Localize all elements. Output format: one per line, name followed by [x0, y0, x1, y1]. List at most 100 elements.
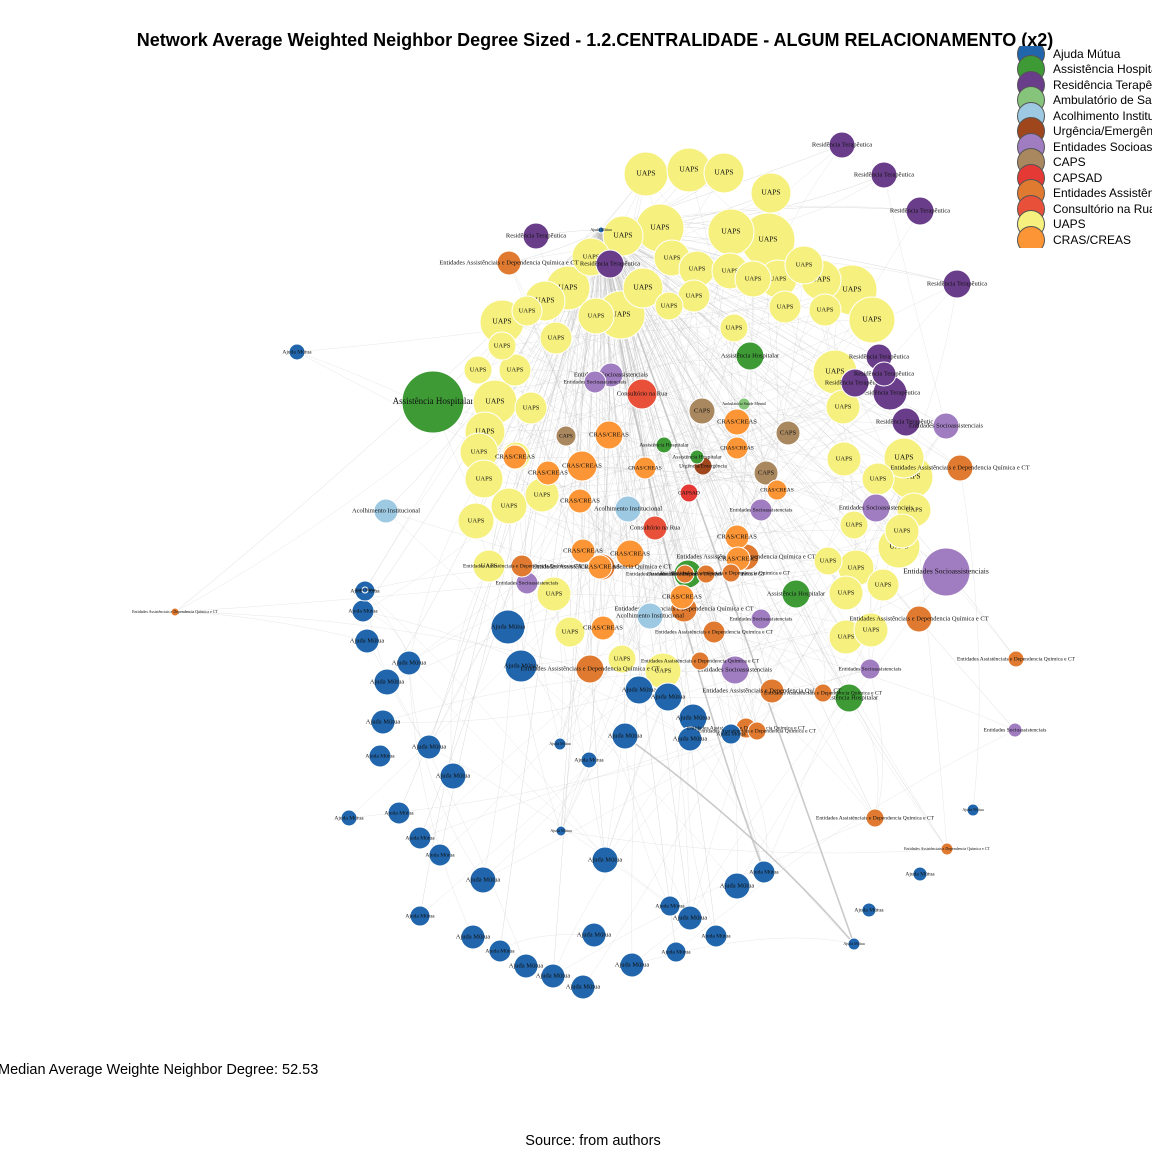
- node-uaps: UAPS: [577, 297, 615, 335]
- network-edge: [552, 817, 876, 977]
- node-circle: [633, 456, 657, 480]
- node-label: UAPS: [535, 296, 554, 305]
- node-ajuda: Ajuda Mútua: [716, 723, 746, 745]
- node-label: Ambulatório Saúde Mental: [722, 401, 766, 406]
- node-circle: [749, 498, 773, 522]
- node-label: Ajuda Mútua: [436, 772, 471, 779]
- node-label: UAPS: [722, 267, 739, 274]
- node-circle: [460, 924, 486, 950]
- network-edge: [526, 310, 707, 575]
- node-label: UAPS: [820, 557, 837, 564]
- node-circle: [288, 343, 306, 361]
- node-uaps: UAPS: [884, 513, 920, 549]
- node-dep: Entidades Assistênciais e Dependencia Qu…: [626, 564, 745, 584]
- node-label: UAPS: [476, 475, 493, 482]
- network-edge: [620, 314, 747, 558]
- legend-label: Residência Terapêutica: [1053, 77, 1152, 92]
- network-edge: [520, 327, 735, 667]
- node-uaps: UAPS: [644, 652, 682, 690]
- node-label: Entidades Assistênciais e Dependencia Qu…: [463, 563, 582, 569]
- node-label: Assistência Hospitalar: [721, 352, 780, 359]
- node-label: Ajuda Mútua: [466, 876, 501, 883]
- network-edge: [600, 229, 778, 491]
- node-circle: [428, 843, 452, 867]
- node-label: CRAS/CREAS: [717, 533, 757, 540]
- legend-label: UAPS: [1053, 217, 1086, 232]
- node-circle: [590, 615, 616, 641]
- node-label: CRAS/CREAS: [628, 465, 662, 471]
- node-label: UAPS: [875, 581, 892, 588]
- network-edge: [649, 615, 876, 819]
- node-label: Entidades Assistênciais e Dependencia Qu…: [890, 464, 1029, 471]
- node-circle: [784, 245, 824, 285]
- node-label: Entidades Socioassistenciais: [839, 666, 902, 672]
- network-edge: [520, 593, 797, 667]
- network-edge: [514, 421, 907, 458]
- node-uaps: UAPS: [623, 151, 669, 197]
- node-label: UAPS: [679, 165, 698, 174]
- node-label: Acolhimento Institucional: [616, 612, 684, 619]
- network-edge: [552, 733, 732, 977]
- node-label: Residência Terapêutica: [927, 280, 987, 287]
- node-ajuda: Ajuda Mútua: [485, 939, 515, 963]
- node-uaps: UAPS: [768, 290, 802, 324]
- network-edge: [624, 735, 855, 945]
- node-circle: [690, 651, 710, 671]
- node-circle: [946, 454, 974, 482]
- node-ajuda: Ajuda Mútua: [574, 751, 604, 769]
- node-uaps: UAPS: [464, 459, 504, 499]
- legend-label: CAPS: [1053, 155, 1086, 170]
- node-circle: [828, 575, 864, 611]
- node-label: UAPS: [548, 334, 565, 341]
- node-label: Ajuda Mútua: [590, 227, 611, 232]
- node-label: UAPS: [894, 527, 911, 534]
- node-label: UAPS: [583, 253, 600, 260]
- median-annotation: Median Average Weighte Neighbor Degree: …: [0, 1062, 319, 1078]
- network-edge: [641, 393, 855, 526]
- node-res: Residência Terapêutica: [506, 222, 566, 250]
- node-label: Ajuda Mútua: [456, 933, 491, 940]
- node-label: CAPS: [559, 433, 573, 439]
- node-label: UAPS: [745, 275, 762, 282]
- network-edge: [631, 937, 855, 966]
- network-edge: [600, 229, 778, 491]
- network-edge: [419, 658, 623, 839]
- node-socio: Entidades Socioassistenciais: [730, 498, 792, 522]
- node-circle: [840, 368, 870, 398]
- network-edge: [382, 669, 736, 723]
- node-label: Ajuda Mútua: [392, 659, 427, 666]
- network-edge: [408, 662, 474, 938]
- network-edge: [552, 229, 602, 977]
- network-edge: [740, 556, 758, 732]
- node-label: Ajuda Mútua: [676, 714, 711, 721]
- node-acol: Acolhimento Institucional: [616, 602, 684, 630]
- node-circle: [490, 487, 528, 525]
- node-circle: [737, 397, 751, 411]
- node-hosp: Assistência Hospitalar: [767, 579, 826, 609]
- legend-label: Consultório na Rua: [1053, 201, 1152, 216]
- node-label: UAPS: [507, 366, 524, 373]
- node-circle: [847, 937, 861, 951]
- node-label: Ajuda Mútua: [655, 903, 685, 909]
- legend-label: Ajuda Mútua: [1053, 46, 1121, 61]
- node-label: Ajuda Mútua: [350, 637, 385, 644]
- node-ajuda: Ajuda Mútua: [720, 872, 754, 900]
- network-edge: [560, 465, 704, 832]
- node-cras: CRAS/CREAS: [720, 436, 754, 460]
- node-uaps: UAPS: [654, 291, 684, 321]
- network-edge: [763, 629, 872, 873]
- network-edge: [848, 697, 879, 819]
- node-ajuda: Ajuda Mútua: [608, 722, 642, 750]
- node-label: Ajuda Mútua: [566, 983, 601, 990]
- node-label: Entidades Assistênciais e Dependencia Qu…: [655, 629, 774, 635]
- node-circle: [488, 939, 512, 963]
- node-label: Ajuda Mútua: [348, 608, 378, 614]
- node-cras: CRAS/CREAS: [610, 539, 650, 569]
- node-circle: [498, 353, 532, 387]
- node-ajuda: Ajuda Mútua: [701, 924, 731, 948]
- node-label: Entidades Assistênciais e Dependencia Qu…: [687, 725, 806, 731]
- node-label: UAPS: [761, 188, 780, 197]
- legend-label: CAPSAD: [1053, 170, 1103, 185]
- node-label: Entidades Assistênciais e Dependencia Qu…: [132, 609, 218, 614]
- node-label: Residência Terapêutica: [825, 379, 885, 386]
